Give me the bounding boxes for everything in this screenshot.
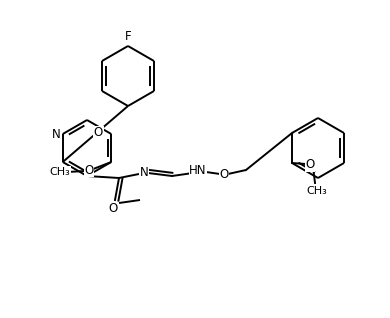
Text: CH₃: CH₃ <box>307 186 327 196</box>
Text: N: N <box>51 128 60 141</box>
Text: CH₃: CH₃ <box>50 167 71 177</box>
Text: N: N <box>140 165 148 178</box>
Text: O: O <box>219 168 229 181</box>
Text: O: O <box>85 163 94 176</box>
Text: HN: HN <box>189 164 207 177</box>
Text: F: F <box>125 31 131 44</box>
Text: O: O <box>305 158 315 171</box>
Text: O: O <box>108 203 118 216</box>
Text: O: O <box>94 127 103 140</box>
